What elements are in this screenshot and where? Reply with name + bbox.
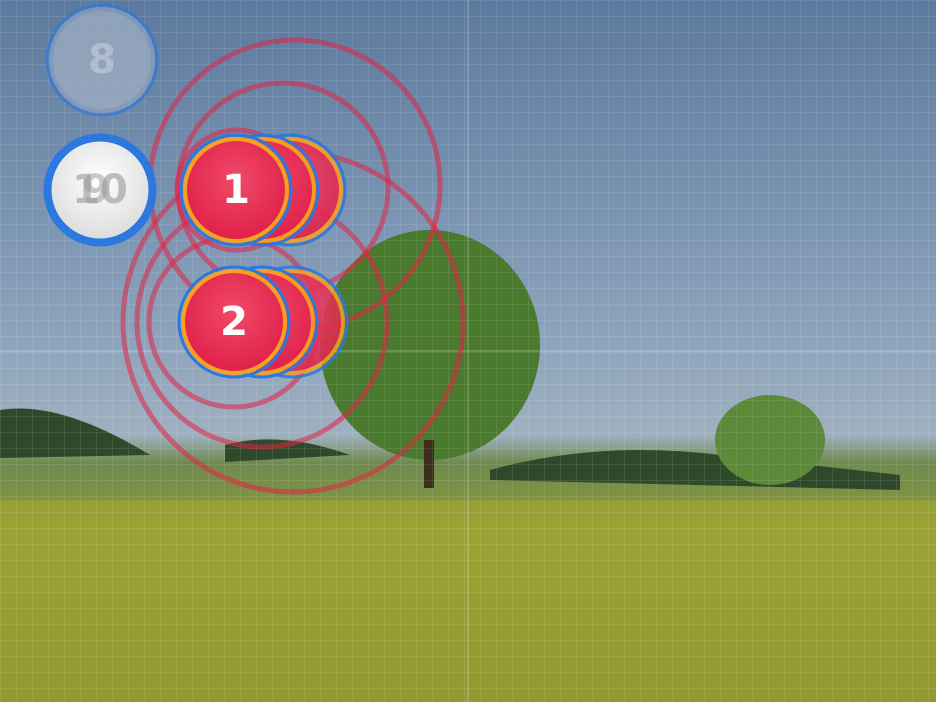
hit-circle-part	[181, 269, 287, 375]
combo-number: 1	[222, 167, 250, 213]
hit-circle-part	[183, 137, 289, 243]
hit-circle-part	[46, 136, 154, 244]
hit-circle-part	[43, 133, 157, 247]
hit-circle-part	[49, 7, 155, 113]
hit-circle[interactable]: 1	[179, 133, 293, 247]
combo-number: 2	[220, 299, 248, 345]
hit-circle-part	[45, 3, 159, 117]
combo-number: 9	[82, 167, 110, 213]
hit-circle[interactable]: 2	[177, 265, 291, 379]
hit-circle-part	[177, 265, 291, 379]
hit-circle[interactable]: 8	[45, 3, 159, 117]
hit-circle[interactable]: 10	[43, 133, 157, 247]
hit-objects: 8 109 1 2	[43, 3, 466, 495]
combo-number: 10	[72, 167, 128, 213]
hit-circle-part	[179, 133, 293, 247]
combo-number: 8	[88, 37, 116, 83]
